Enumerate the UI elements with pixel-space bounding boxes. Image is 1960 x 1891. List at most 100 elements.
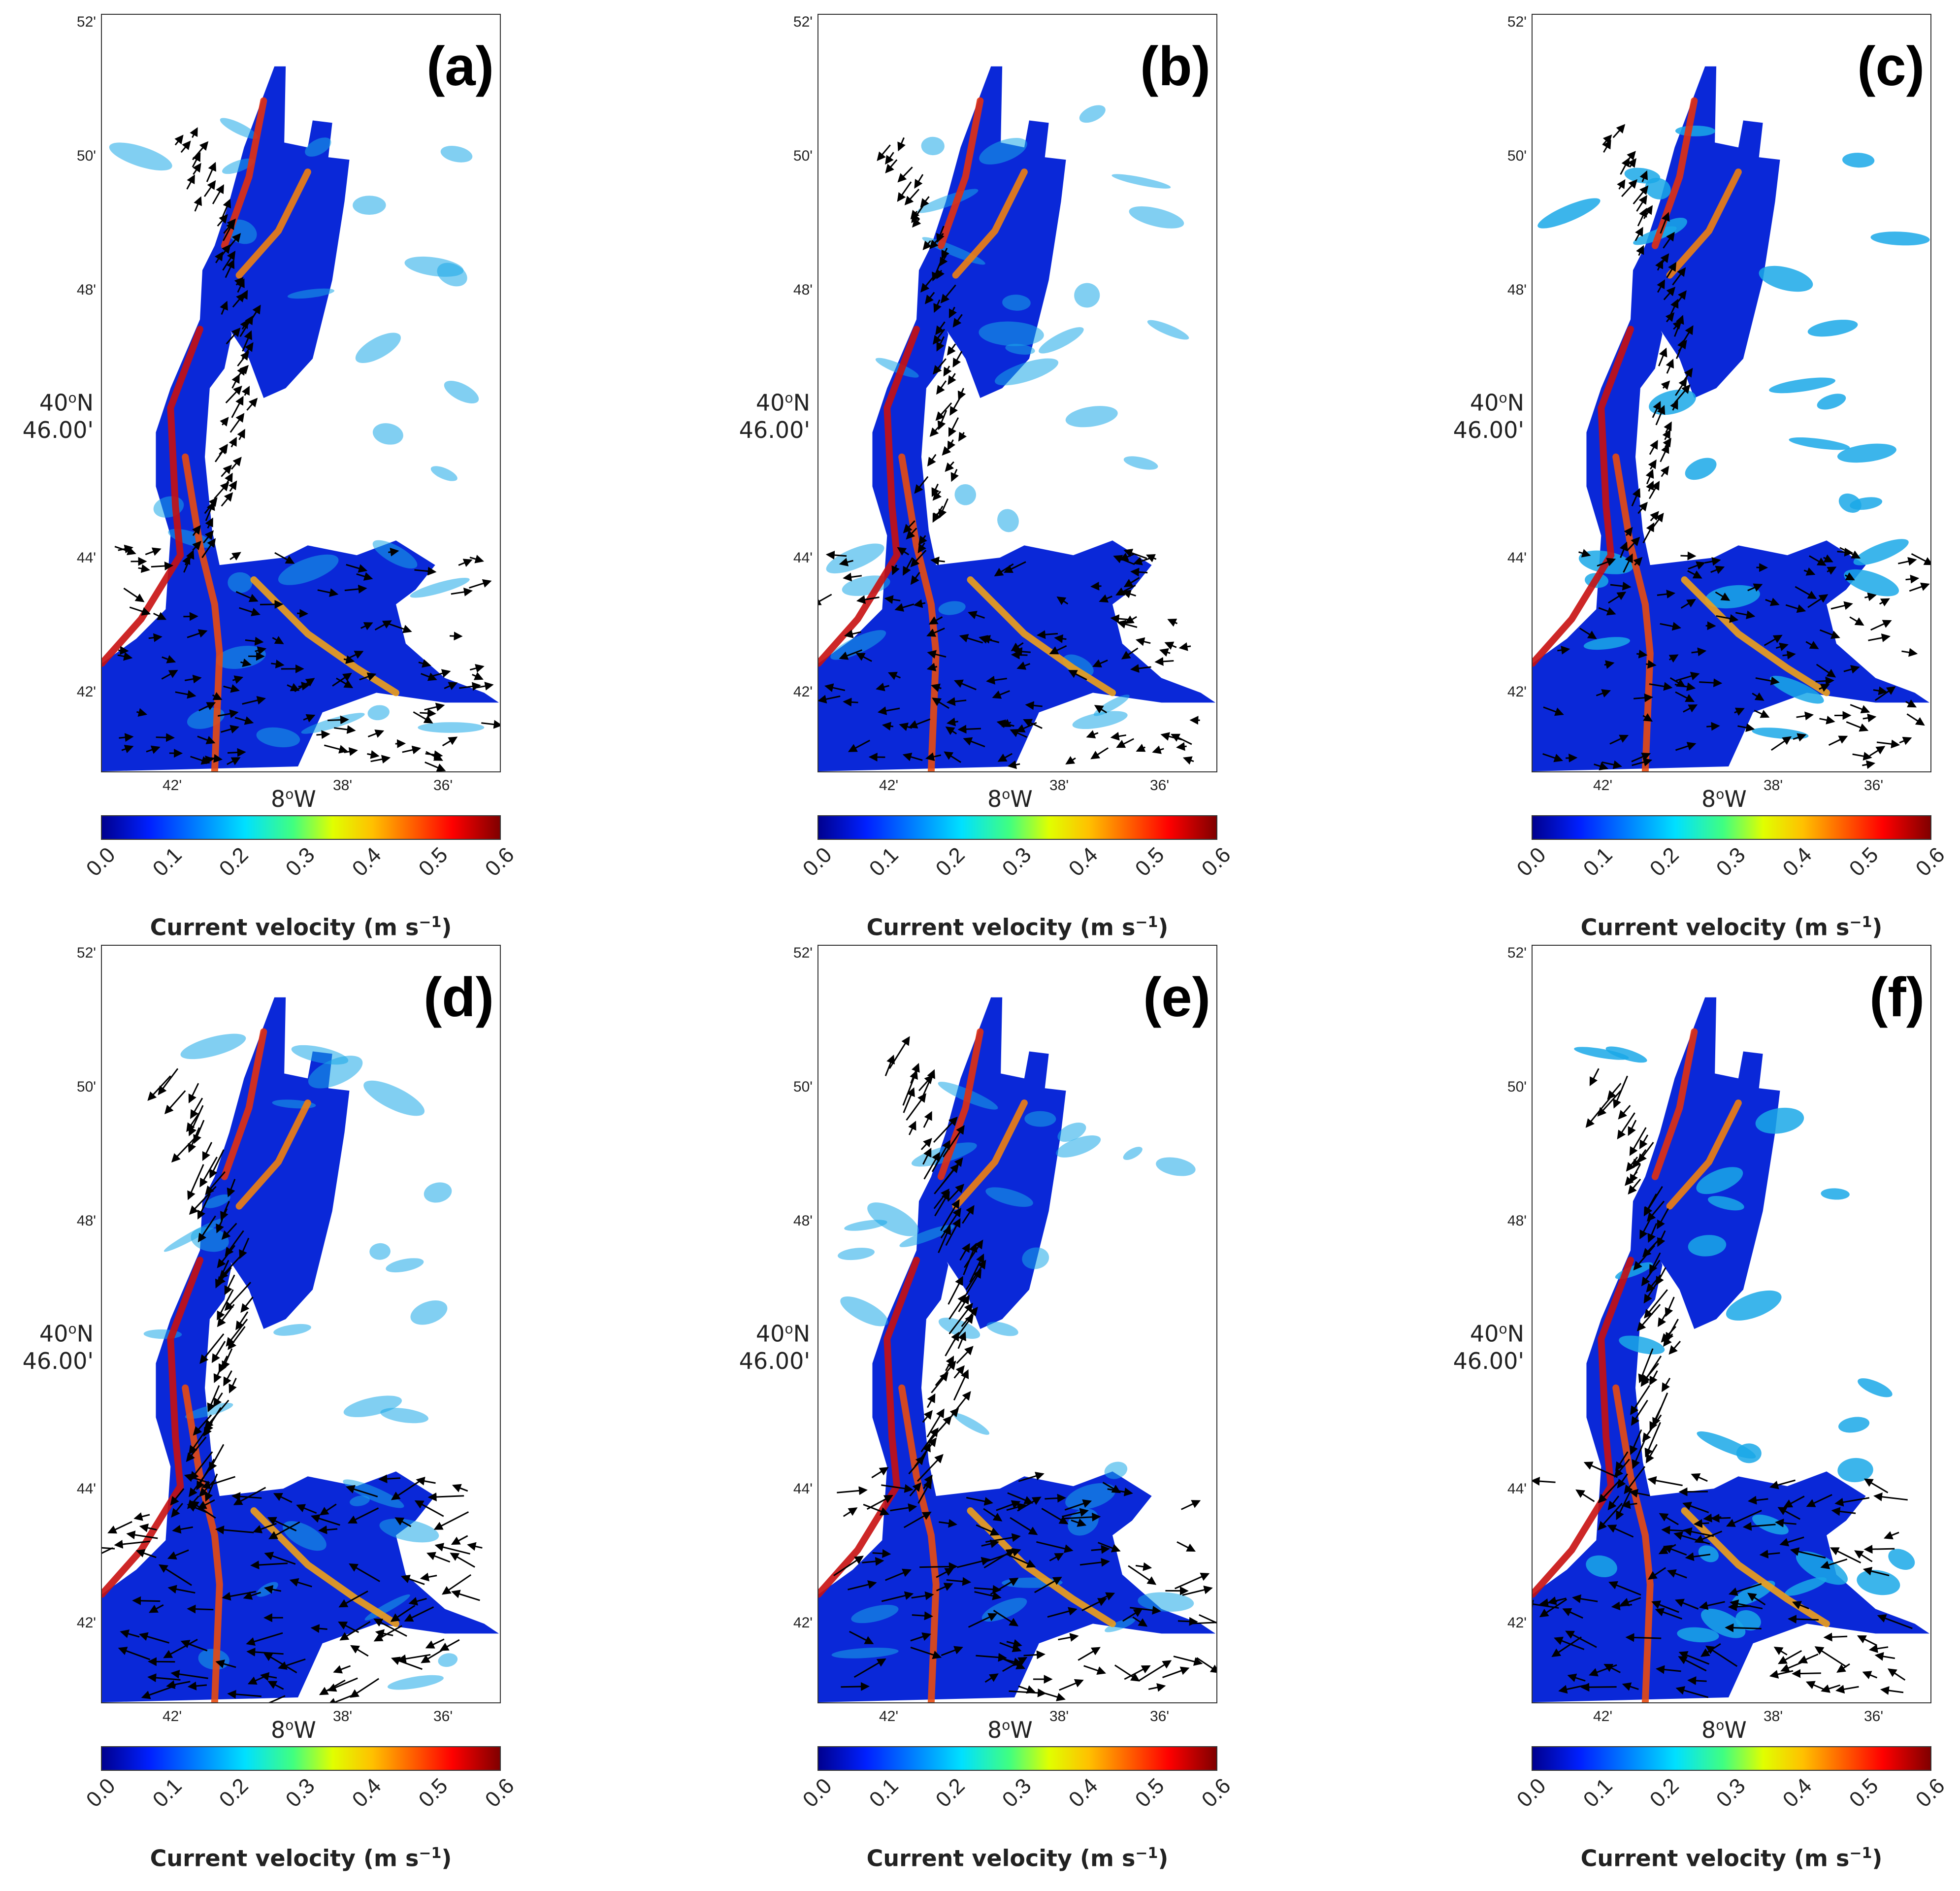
velocity-arrow [848, 1580, 877, 1591]
velocity-arrow [897, 166, 913, 183]
velocity-arrow [881, 1591, 914, 1602]
colorbar-tick: 0.0 [1512, 842, 1551, 881]
velocity-arrow [1777, 1507, 1800, 1520]
velocity-arrow [217, 214, 228, 227]
velocity-arrow [203, 530, 214, 544]
velocity-arrow [1615, 1451, 1629, 1471]
velocity-arrow [190, 1451, 213, 1481]
velocity-arrow [439, 1639, 460, 1651]
velocity-arrow [450, 1553, 475, 1568]
high-velocity-channel [1612, 1384, 1654, 1702]
velocity-arrow [234, 716, 254, 725]
velocity-arrow [216, 1267, 232, 1286]
velocity-arrow [107, 1521, 132, 1534]
velocity-arrow [1624, 527, 1633, 537]
lat-tick-label: 42' [76, 1615, 96, 1631]
speed-patch [1065, 406, 1118, 428]
velocity-arrow [899, 722, 913, 731]
velocity-arrow [936, 380, 947, 395]
velocity-arrow [964, 1239, 983, 1268]
velocity-arrow [919, 1562, 958, 1571]
velocity-arrow [118, 544, 133, 554]
velocity-arrow [1007, 760, 1020, 769]
velocity-arrow [929, 232, 944, 249]
velocity-arrow [230, 457, 242, 470]
velocity-arrow [1627, 151, 1636, 161]
velocity-arrow [469, 555, 485, 564]
velocity-arrow [1633, 557, 1643, 566]
speed-patch [938, 1318, 980, 1339]
velocity-arrow [1132, 1616, 1148, 1627]
velocity-arrow [1780, 1660, 1805, 1672]
colorbar-tick: 0.5 [1844, 1773, 1883, 1812]
speed-patch [380, 1408, 428, 1424]
velocity-arrow [1639, 1134, 1649, 1150]
speed-patch [1696, 1167, 1743, 1194]
speed-patch [1633, 226, 1677, 245]
velocity-arrow [942, 1125, 965, 1158]
high-velocity-channel [221, 1028, 267, 1180]
velocity-arrow [1657, 1208, 1669, 1229]
velocity-arrow [163, 1639, 198, 1659]
velocity-arrow [1041, 1508, 1069, 1525]
velocity-arrow [1604, 660, 1615, 669]
velocity-arrow [215, 1659, 236, 1668]
velocity-arrow [863, 1503, 889, 1516]
colorbar [817, 1746, 1217, 1771]
velocity-arrow [920, 196, 930, 208]
velocity-arrow [1045, 1493, 1066, 1503]
velocity-arrow [394, 1517, 412, 1527]
speed-patch [410, 1300, 448, 1325]
high-velocity-channel [1681, 1507, 1830, 1627]
velocity-arrow [885, 1568, 912, 1581]
velocity-arrow [228, 1326, 246, 1350]
velocity-arrow [1015, 722, 1037, 732]
speed-patch [1769, 675, 1824, 704]
speed-patch [438, 1653, 458, 1667]
velocity-arrow [941, 248, 949, 260]
lat-center-label: 40oN 46.00' [22, 389, 94, 444]
velocity-arrow [1828, 735, 1848, 746]
velocity-arrow [187, 629, 208, 638]
velocity-arrow [1643, 1282, 1658, 1304]
velocity-arrow [1625, 1633, 1662, 1642]
velocity-arrow [908, 1121, 916, 1135]
colorbar-tick: 0.0 [798, 1773, 837, 1812]
velocity-arrow [1145, 554, 1157, 563]
velocity-arrow [1669, 677, 1686, 688]
velocity-arrow [1007, 1492, 1034, 1504]
velocity-arrow [897, 137, 906, 152]
lat-tick-label: 42' [76, 684, 96, 700]
velocity-arrow [206, 162, 217, 182]
velocity-arrow [1602, 139, 1611, 153]
colorbar-tick: 0.5 [1844, 842, 1883, 881]
velocity-arrow [180, 140, 191, 153]
lat-center-label: 40oN 46.00' [22, 1320, 94, 1375]
speed-patch [222, 158, 255, 174]
velocity-arrow [451, 1535, 468, 1545]
colorbar-tick: 0.6 [1911, 842, 1950, 881]
velocity-arrow [223, 220, 234, 241]
speed-patch [1685, 458, 1717, 480]
velocity-arrow [186, 174, 195, 190]
velocity-arrow [1674, 315, 1684, 337]
velocity-arrow [839, 649, 862, 660]
velocity-arrow [239, 315, 254, 337]
lat-tick-label: 48' [76, 282, 96, 298]
velocity-arrow [1805, 1681, 1827, 1691]
velocity-arrow [149, 1604, 164, 1613]
colorbar-tick: 0.5 [414, 842, 453, 881]
velocity-arrow [310, 1514, 340, 1526]
velocity-arrow [1620, 157, 1630, 175]
velocity-arrow [941, 1646, 963, 1657]
speed-patch [1870, 232, 1930, 246]
velocity-arrow [1023, 1650, 1045, 1659]
velocity-arrow [202, 1142, 213, 1161]
lon-tick-label: 36' [433, 1708, 453, 1725]
velocity-arrow [964, 1269, 982, 1297]
velocity-arrow [922, 1410, 933, 1423]
velocity-arrow [442, 736, 458, 747]
velocity-arrow [227, 1690, 261, 1699]
velocity-arrow [1662, 1377, 1671, 1393]
estuary-channel [1533, 304, 1930, 771]
